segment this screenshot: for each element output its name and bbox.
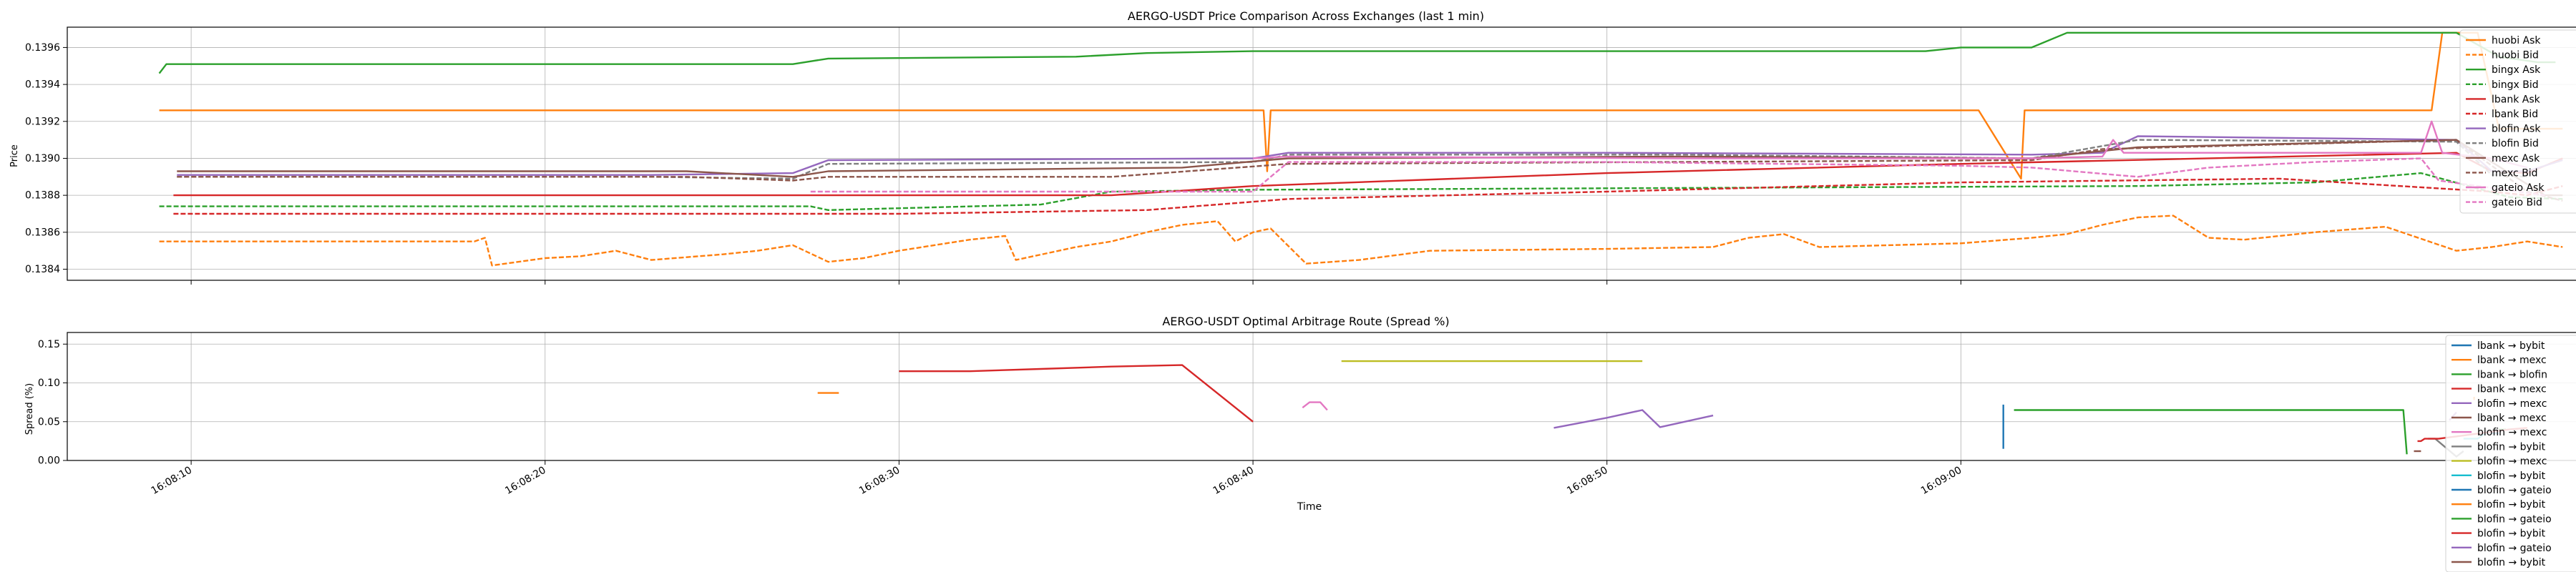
- spread-chart-frame: [67, 332, 2576, 461]
- legend-label: blofin → bybit: [2477, 528, 2546, 540]
- legend-label: blofin → mexc: [2477, 427, 2547, 438]
- price-chart-title: AERGO-USDT Price Comparison Across Excha…: [1128, 9, 1484, 23]
- price-chart-legend: huobi Ask huobi Bid bingx Ask bingx Bid lban…: [2459, 29, 2576, 214]
- spread-chart-y-ticks: 0.00 0.05 0.10 0.15: [38, 339, 67, 467]
- spread-chart-xlabel: Time: [1297, 501, 1322, 513]
- legend-label: lbank Bid: [2492, 109, 2538, 120]
- legend-label: bingx Bid: [2492, 79, 2539, 91]
- series-line: [159, 172, 2563, 211]
- price-chart-y-ticks: 0.1384 0.1386 0.1388 0.1390 0.1392 0.1394 0.13…: [25, 42, 67, 275]
- y-tick-label: 0.10: [38, 378, 60, 389]
- price-chart-x-ticks: [190, 280, 1961, 285]
- legend-label: blofin → mexc: [2477, 456, 2547, 468]
- legend-label: mexc Ask: [2492, 153, 2540, 164]
- y-tick-label: 0.1386: [25, 227, 60, 238]
- y-tick-label: 0.15: [38, 339, 60, 350]
- series-line: [173, 177, 2563, 215]
- y-tick-label: 0.1392: [25, 116, 60, 127]
- legend-label: blofin Ask: [2492, 124, 2541, 135]
- y-tick-label: 0.05: [38, 416, 60, 428]
- spread-chart-ylabel: Spread (%): [24, 383, 35, 435]
- legend-label: lbank → blofin: [2477, 369, 2547, 380]
- legend-label: huobi Ask: [2492, 35, 2541, 46]
- y-tick-label: 0.1394: [25, 79, 60, 91]
- legend-label: blofin → bybit: [2477, 470, 2546, 482]
- price-chart-ylabel: Price: [9, 144, 20, 167]
- legend-label: huobi Bid: [2492, 50, 2539, 61]
- legend-label: lbank → bybit: [2477, 340, 2545, 352]
- legend-label: blofin → bybit: [2477, 499, 2546, 511]
- legend-label: blofin → bybit: [2477, 557, 2546, 568]
- series-line: [810, 157, 2545, 197]
- series-line: [1553, 409, 1714, 429]
- y-tick-label: 0.1396: [25, 42, 60, 54]
- legend-label: blofin → gateio: [2477, 513, 2552, 525]
- series-line: [899, 364, 1254, 423]
- series-line: [159, 214, 2563, 267]
- legend-label: mexc Bid: [2492, 167, 2538, 179]
- series-line: [2014, 409, 2408, 455]
- legend-label: blofin Bid: [2492, 138, 2539, 149]
- legend-label: gateio Ask: [2492, 182, 2545, 194]
- legend-label: gateio Bid: [2492, 197, 2542, 209]
- legend-label: lbank Ask: [2492, 94, 2541, 105]
- legend-box: [2459, 29, 2576, 214]
- legend-label: lbank → mexc: [2477, 384, 2547, 395]
- y-tick-label: 0.1390: [25, 153, 60, 164]
- legend-label: lbank → mexc: [2477, 355, 2547, 366]
- legend-label: blofin → gateio: [2477, 543, 2552, 554]
- y-tick-label: 0.1384: [25, 264, 60, 275]
- series-line: [1302, 401, 1328, 411]
- legend-box: [2445, 335, 2576, 572]
- y-tick-label: 0.1388: [25, 190, 60, 202]
- price-chart-frame: [67, 26, 2576, 281]
- spread-chart-legend: lbank → bybit lbank → mexc lbank → blofin l…: [2445, 335, 2576, 572]
- series-line: [177, 139, 2563, 202]
- spread-chart-title: AERGO-USDT Optimal Arbitrage Route (Spre…: [1162, 315, 1449, 328]
- legend-label: bingx Ask: [2492, 64, 2541, 76]
- legend-label: blofin → gateio: [2477, 485, 2552, 496]
- legend-label: blofin → bybit: [2477, 441, 2546, 453]
- legend-label: blofin → mexc: [2477, 398, 2547, 410]
- y-tick-label: 0.00: [38, 455, 60, 467]
- series-line: [1253, 120, 2528, 169]
- price-comparison-panel: AERGO-USDT Price Comparison Across Excha…: [9, 9, 2576, 285]
- legend-label: lbank → mexc: [2477, 413, 2547, 424]
